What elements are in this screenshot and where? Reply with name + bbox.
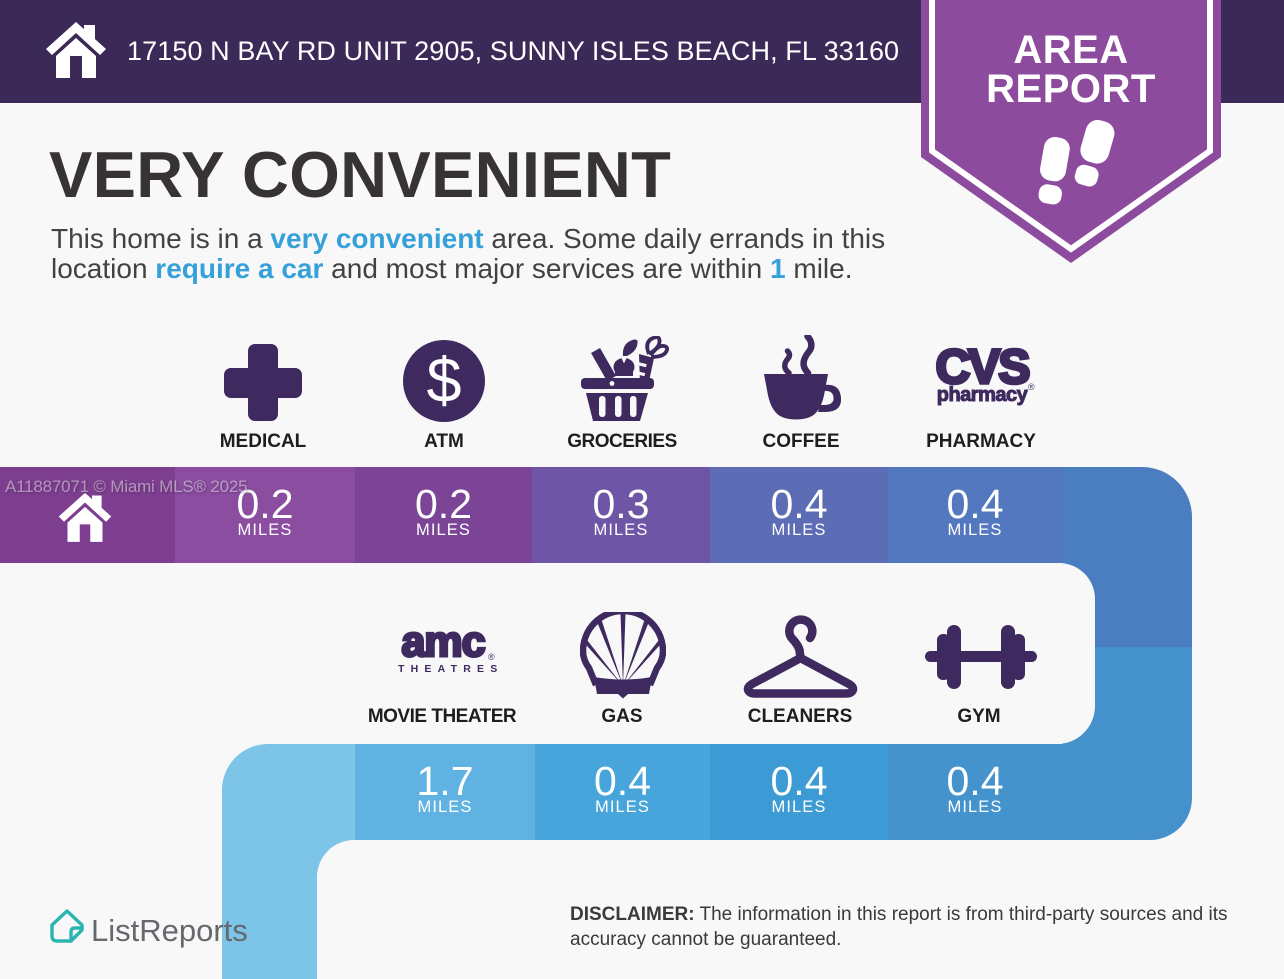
svg-text:REPORT: REPORT xyxy=(986,67,1156,111)
svg-text:AREA: AREA xyxy=(1013,28,1128,72)
svg-text:®: ® xyxy=(1028,382,1035,392)
svg-text:amc: amc xyxy=(401,622,484,666)
svg-text:pharmacy: pharmacy xyxy=(937,384,1029,406)
svg-text:CVS: CVS xyxy=(936,341,1030,394)
svg-text:$: $ xyxy=(426,346,461,416)
svg-text:THEATRES: THEATRES xyxy=(398,663,503,674)
svg-text:®: ® xyxy=(488,652,495,662)
